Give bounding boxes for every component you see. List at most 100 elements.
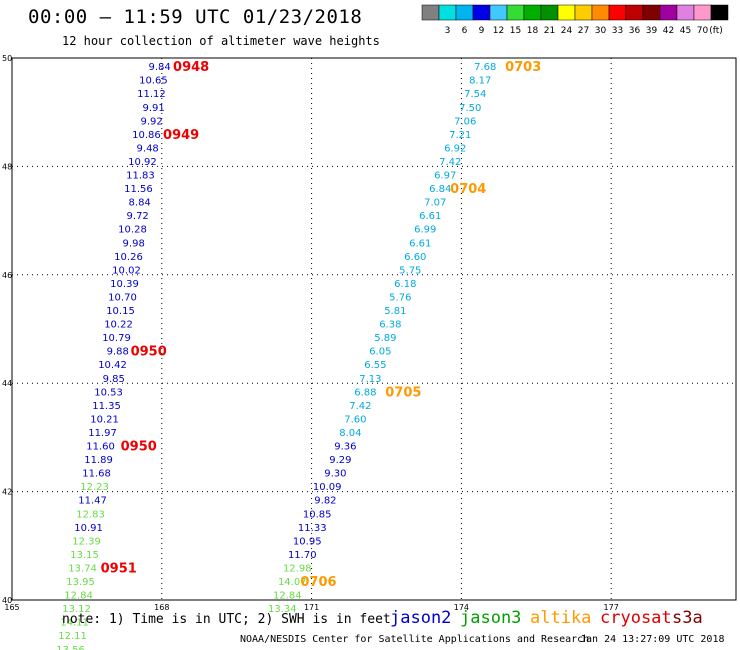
colorbar-tick-label: 15 <box>510 26 521 36</box>
y-tick-label: 46 <box>2 271 12 280</box>
x-tick-label: 174 <box>454 603 469 612</box>
time-label: 0950 <box>121 440 157 455</box>
chart-subtitle: 12 hour collection of altimeter wave hei… <box>62 34 380 48</box>
colorbar-tick-label: 3 <box>445 26 451 36</box>
wave-height-label: 6.61 <box>409 238 431 249</box>
wave-height-label: 7.06 <box>454 116 476 127</box>
wave-height-label: 6.38 <box>379 320 401 331</box>
colorbar-tick-label: 39 <box>646 26 658 36</box>
legend-jason3: jason3 <box>460 608 522 628</box>
wave-height-label: 9.91 <box>143 103 165 114</box>
wave-height-label: 9.82 <box>314 496 336 507</box>
wave-height-label: 9.85 <box>103 374 125 385</box>
wave-height-label: 7.68 <box>474 62 496 73</box>
wave-height-label: 10.53 <box>94 387 123 398</box>
wave-height-label: 7.54 <box>464 89 486 100</box>
colorbar-swatch <box>710 4 729 21</box>
wave-height-label: 10.39 <box>110 279 139 290</box>
wave-height-label: 12.11 <box>58 631 87 642</box>
wave-height-label: 11.60 <box>86 442 115 453</box>
wave-height-label: 7.50 <box>459 103 481 114</box>
x-tick-label: 177 <box>604 603 619 612</box>
wave-height-label: 7.42 <box>349 401 371 412</box>
legend-altika: altika <box>530 608 592 628</box>
y-tick-label: 40 <box>2 596 12 605</box>
wave-height-label: 6.84 <box>429 184 451 195</box>
wave-height-label: 8.84 <box>129 198 151 209</box>
wave-height-label: 11.12 <box>137 89 166 100</box>
colorbar-tick-label: 70 <box>697 26 709 36</box>
colorbar-tick-label: 45 <box>680 26 691 36</box>
wave-height-label: 6.55 <box>364 360 386 371</box>
wave-height-label: 6.61 <box>419 211 441 222</box>
wave-height-label: 11.33 <box>298 523 327 534</box>
wave-height-label: 10.85 <box>303 509 332 520</box>
time-label: 0703 <box>505 60 541 75</box>
wave-height-label: 10.95 <box>293 536 322 547</box>
wave-height-label: 11.35 <box>92 401 121 412</box>
wave-height-label: 10.92 <box>128 157 157 168</box>
wave-height-label: 10.70 <box>108 292 137 303</box>
wave-height-label: 7.60 <box>344 414 366 425</box>
time-label: 0950 <box>131 345 167 360</box>
legend-cryosat: cryosat <box>600 608 672 628</box>
time-label: 0705 <box>385 385 421 400</box>
wave-height-label: 7.42 <box>439 157 461 168</box>
wave-height-label: 12.23 <box>80 482 109 493</box>
footer-note: note: 1) Time is in UTC; 2) SWH is in fe… <box>62 612 391 627</box>
wave-height-label: 9.84 <box>149 62 171 73</box>
wave-height-label: 5.76 <box>389 292 411 303</box>
wave-height-label: 13.15 <box>70 550 99 561</box>
colorbar-tick-label: 33 <box>612 26 623 36</box>
wave-height-label: 12.83 <box>76 509 105 520</box>
x-tick-label: 171 <box>304 603 319 612</box>
wave-height-label: 11.83 <box>126 171 155 182</box>
wave-height-label: 10.42 <box>98 360 127 371</box>
wave-height-label: 10.21 <box>90 414 119 425</box>
colorbar: 3 6 9 12 15 18 21 24 27 30 33 36 39 42 45 70 (ft) <box>421 4 729 36</box>
wave-height-label: 9.72 <box>127 211 149 222</box>
wave-height-label: 5.81 <box>384 306 406 317</box>
legend-jason2: jason2 <box>390 608 452 628</box>
wave-height-label: 6.88 <box>354 387 376 398</box>
colorbar-tick-label: 18 <box>527 26 539 36</box>
wave-height-label: 11.97 <box>88 428 117 439</box>
wave-height-label: 5.75 <box>399 265 421 276</box>
time-label: 0948 <box>173 60 209 75</box>
chart-title: 00:00 – 11:59 UTC 01/23/2018 <box>28 6 363 28</box>
colorbar-tick-label: 30 <box>595 26 607 36</box>
wave-height-label: 10.28 <box>118 225 147 236</box>
wave-height-label: 10.22 <box>104 320 133 331</box>
wave-height-label: 12.39 <box>72 536 101 547</box>
time-label: 0951 <box>101 561 137 576</box>
colorbar-tick-label: 12 <box>493 26 504 36</box>
y-tick-label: 42 <box>2 488 12 497</box>
wave-height-label: 9.29 <box>329 455 351 466</box>
colorbar-tick-label: 21 <box>544 26 555 36</box>
wave-height-label: 10.09 <box>313 482 342 493</box>
y-tick-label: 44 <box>2 379 12 388</box>
wave-height-label: 10.15 <box>106 306 135 317</box>
wave-height-label: 9.92 <box>141 116 163 127</box>
wave-height-label: 9.88 <box>107 347 129 358</box>
wave-height-label: 6.60 <box>404 252 426 263</box>
time-label: 0706 <box>300 575 336 590</box>
x-tick-label: 165 <box>4 603 19 612</box>
wave-height-label: 6.92 <box>444 143 466 154</box>
wave-height-label: 6.18 <box>394 279 416 290</box>
wave-height-label: 13.56 <box>56 645 85 650</box>
footer-timestamp: Jan 24 13:27:09 UTC 2018 <box>580 634 725 645</box>
wave-height-label: 5.89 <box>374 333 396 344</box>
colorbar-tick-label: 27 <box>578 26 589 36</box>
time-label: 0704 <box>450 182 486 197</box>
wave-height-label: 9.30 <box>324 469 346 480</box>
wave-height-label: 13.34 <box>268 604 297 615</box>
colorbar-tick-label: 42 <box>663 26 674 36</box>
plot-frame <box>11 57 737 601</box>
wave-height-label: 10.86 <box>132 130 161 141</box>
colorbar-tick-label: 24 <box>561 26 573 36</box>
x-tick-label: 168 <box>154 603 169 612</box>
wave-height-label: 13.95 <box>66 577 95 588</box>
colorbar-tick-label: 9 <box>479 26 485 36</box>
